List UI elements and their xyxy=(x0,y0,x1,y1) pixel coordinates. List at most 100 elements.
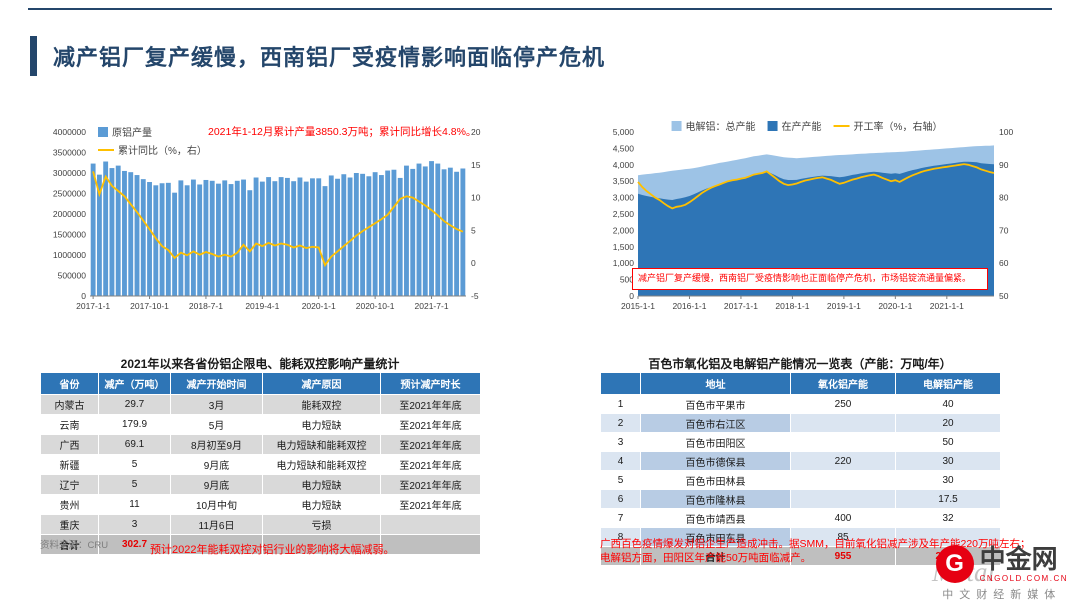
table-cell: 至2021年年底 xyxy=(380,394,481,415)
table-cell: 220 xyxy=(790,451,896,471)
left-red-note: 预计2022年能耗双控对铝行业的影响将大幅减弱。 xyxy=(150,544,395,556)
svg-text:1,500: 1,500 xyxy=(613,242,635,252)
svg-text:3000000: 3000000 xyxy=(53,168,86,178)
table-cell: 50 xyxy=(895,432,1001,452)
svg-text:1000000: 1000000 xyxy=(53,250,86,260)
line-series-swatch xyxy=(98,148,114,151)
table-cell: 6 xyxy=(600,489,641,509)
chart2-plot: 0 500 1,000 1,500 2,000 2,500 3,000 3,500 4,000 4… xyxy=(613,128,1014,311)
table-cell: 29.7 xyxy=(98,394,171,415)
table-total-row: 合计 302.7 xyxy=(40,534,481,555)
legend-item-operating-capacity: 在产产能 xyxy=(767,118,822,133)
table-cell: 电力短缺 xyxy=(262,414,381,435)
svg-text:2021-1-1: 2021-1-1 xyxy=(930,301,964,311)
svg-text:2018-1-1: 2018-1-1 xyxy=(775,301,809,311)
table-cell: 40 xyxy=(895,394,1001,414)
svg-text:2500000: 2500000 xyxy=(53,189,86,199)
table-cell xyxy=(790,470,896,490)
svg-text:80: 80 xyxy=(999,193,1009,203)
svg-text:5: 5 xyxy=(471,225,476,235)
table-cell: 400 xyxy=(790,508,896,528)
logo-name: 中金网 xyxy=(979,543,1058,574)
table-cell: 250 xyxy=(790,394,896,414)
table-cell: 8月初至9月 xyxy=(170,434,263,455)
table-cell: 3月 xyxy=(170,394,263,415)
svg-text:500: 500 xyxy=(620,275,634,285)
svg-text:0: 0 xyxy=(471,258,476,268)
column-header: 预计减产时长 xyxy=(380,372,481,395)
table-row: 内蒙古 29.7 3月 能耗双控 至2021年年底 xyxy=(40,394,481,415)
table-cell xyxy=(380,514,481,535)
svg-text:2020-1-1: 2020-1-1 xyxy=(878,301,912,311)
svg-text:0: 0 xyxy=(81,291,86,301)
cngold-logo-icon: G xyxy=(935,545,974,583)
table-cell: 5月 xyxy=(170,414,263,435)
svg-text:3500000: 3500000 xyxy=(53,148,86,158)
table-cell: 1 xyxy=(600,394,641,414)
legend-item-operating-rate: 开工率（%，右轴） xyxy=(833,118,943,133)
table-cell: 重庆 xyxy=(40,514,99,535)
table-cell: 5 xyxy=(98,454,171,475)
table-cell xyxy=(790,413,896,433)
svg-text:10: 10 xyxy=(471,193,481,203)
table-row: 辽宁 5 9月底 电力短缺 至2021年年底 xyxy=(40,474,481,495)
svg-text:4,500: 4,500 xyxy=(613,143,635,153)
table-cell: 69.1 xyxy=(98,434,171,455)
table-cell: 85 xyxy=(790,527,896,547)
right-table-title: 百色市氧化铝及电解铝产能情况一览表（产能：万吨/年） xyxy=(648,357,952,371)
table-cell: 辽宁 xyxy=(40,474,99,495)
top-divider-rule xyxy=(28,8,1052,10)
table-cell: 百色市平果市 xyxy=(640,394,791,414)
svg-text:3,500: 3,500 xyxy=(613,176,635,186)
svg-text:2017-1-1: 2017-1-1 xyxy=(76,301,110,311)
chart2-legend: 电解铝：总产能 在产产能 开工率（%，右轴） xyxy=(671,118,943,136)
table-cell: 百色市田东县 xyxy=(640,527,791,547)
table-cell: 亏损 xyxy=(262,514,381,535)
table-cell xyxy=(380,534,481,555)
page-title: 减产铝厂复产缓慢，西南铝厂受疫情影响面临停产危机 xyxy=(53,45,606,70)
table-row: 广西 69.1 8月初至9月 电力短缺和能耗双控 至2021年年底 xyxy=(40,434,481,455)
svg-text:2017-1-1: 2017-1-1 xyxy=(724,301,758,311)
table-cell: 至2021年年底 xyxy=(380,414,481,435)
svg-text:-5: -5 xyxy=(471,291,479,301)
table-cell: 5 xyxy=(98,474,171,495)
table-cell: 10月中旬 xyxy=(170,494,263,515)
table-cell: 百色市田林县 xyxy=(640,470,791,490)
provinces-curtailment-table: 省份 减产（万吨） 减产开始时间 减产原因 预计减产时长 内蒙古 29.7 3月 能耗双控 至20… xyxy=(40,372,481,555)
svg-text:2000000: 2000000 xyxy=(53,209,86,219)
table-cell: 3 xyxy=(600,432,641,452)
column-header: 电解铝产能 xyxy=(895,372,1001,395)
svg-text:2019-1-1: 2019-1-1 xyxy=(827,301,861,311)
table-cell: 百色市靖西县 xyxy=(640,508,791,528)
table-cell xyxy=(790,432,896,452)
svg-text:70: 70 xyxy=(999,225,1009,235)
left-table-title: 2021年以来各省份铝企限电、能耗双控影响产量统计 xyxy=(120,357,400,371)
table-cell: 贵州 xyxy=(40,494,99,515)
bar-series-swatch xyxy=(98,126,108,137)
svg-text:15: 15 xyxy=(471,160,481,170)
table-cell: 内蒙古 xyxy=(40,394,99,415)
svg-text:3,000: 3,000 xyxy=(613,193,635,203)
title-accent-bar xyxy=(30,36,37,76)
svg-text:2020-10-1: 2020-10-1 xyxy=(356,301,395,311)
table-cell xyxy=(600,546,641,566)
table-cell: 合计 xyxy=(640,546,791,566)
chart1-plot: 0 500000 1000000 1500000 2000000 2500000 30000… xyxy=(53,128,481,311)
table-cell: 电力短缺和能耗双控 xyxy=(262,434,381,455)
table-cell: 11月6日 xyxy=(170,514,263,535)
table-cell: 云南 xyxy=(40,414,99,435)
table-total-row: 合计955219.5 xyxy=(600,546,1001,566)
column-header: 氧化铝产能 xyxy=(790,372,896,395)
legend-item-total-capacity: 电解铝：总产能 xyxy=(671,118,756,133)
chart2-annotation-box: 减产铝厂复产缓慢，西南铝厂受疫情影响也正面临停产危机，市场铝锭流通量偏紧。 xyxy=(632,268,988,290)
legend-label: 原铝产量 xyxy=(112,128,152,139)
operating-rate-swatch xyxy=(833,124,850,127)
table-cell: 新疆 xyxy=(40,454,99,475)
legend-label: 开工率（%，右轴） xyxy=(853,122,943,133)
table-cell: 30 xyxy=(895,451,1001,471)
table-cell: 9月底 xyxy=(170,454,263,475)
svg-text:2015-1-1: 2015-1-1 xyxy=(621,301,655,311)
chart1-annotation: 2021年1-12月累计产量3850.3万吨；累计同比增长4.8%。 xyxy=(208,126,477,138)
table-cell xyxy=(262,534,381,555)
column-header: 减产（万吨） xyxy=(98,372,171,395)
